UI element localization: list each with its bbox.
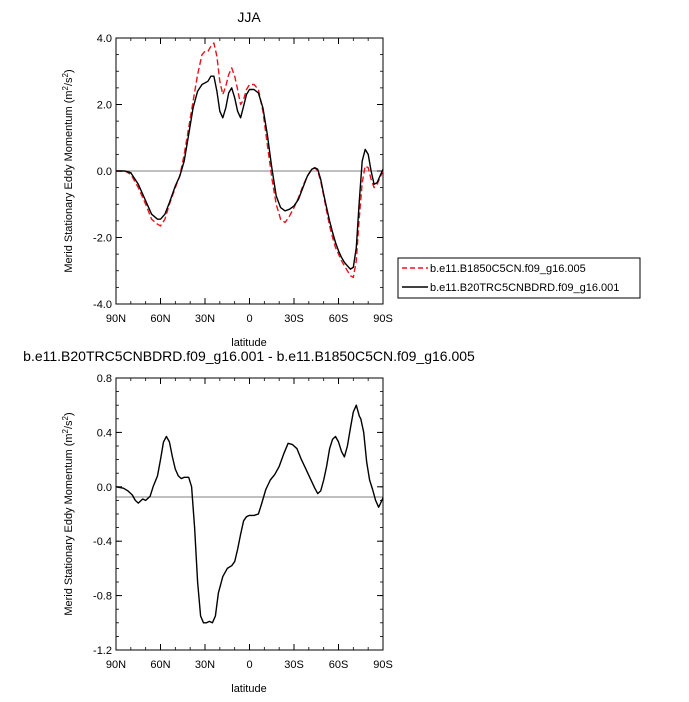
difference-y-tick-label: -0.8 (93, 591, 112, 603)
difference-chart-title: b.e11.B20TRC5CNBDRD.f09_g16.001 - b.e11.… (23, 348, 475, 364)
x-tick-label: 30N (195, 313, 215, 325)
x-tick-label: 0 (246, 313, 252, 325)
x-axis-label: latitude (231, 337, 266, 349)
chart-title: JJA (237, 9, 261, 25)
legend: b.e11.B1850C5CN.f09_g16.005 b.e11.B20TRC… (397, 257, 641, 299)
difference-plot-frame (115, 377, 384, 651)
difference-y-tick-label: 0.8 (97, 373, 112, 385)
legend-label-b1850: b.e11.B1850C5CN.f09_g16.005 (430, 263, 586, 275)
difference-x-tick-label: 90S (373, 659, 393, 671)
x-tick-label: 90N (106, 313, 126, 325)
difference-x-axis-label: latitude (231, 683, 266, 695)
difference-x-tick-label: 60S (329, 659, 349, 671)
y-axis-label: Merid Stationary Eddy Momentum (m2/s2) (61, 69, 75, 272)
y-tick-label: -4.0 (93, 299, 112, 311)
difference-x-tick-label: 0 (246, 659, 252, 671)
top-panel: JJA -4.0-2.00.02.04.0 90N 60N 30N 0 30S 60S 90… (61, 9, 641, 349)
difference-x-tick-label: 60N (150, 659, 170, 671)
x-tick-label: 90S (373, 313, 393, 325)
x-tick-label: 30S (284, 313, 304, 325)
x-tick-label: 60S (329, 313, 349, 325)
series-line-0 (116, 42, 384, 279)
y-tick-label: 2.0 (97, 100, 112, 112)
difference-plot-lines (115, 404, 384, 624)
y-axis-ticks: -4.0 -2.0 0.0 2.0 4.0 (93, 33, 383, 311)
bottom-panel: b.e11.B20TRC5CNBDRD.f09_g16.001 - b.e11.… (23, 348, 475, 695)
series-line-1 (116, 75, 384, 270)
difference-y-tick-label: 0.0 (97, 482, 112, 494)
difference-series-line-0 (115, 404, 384, 624)
legend-box (397, 257, 641, 299)
y-tick-label: 4.0 (97, 33, 112, 45)
difference-y-axis-ticks: -1.2 -0.8 -0.4 0.0 0.4 0.8 (93, 373, 383, 657)
y-tick-label: 0.0 (97, 166, 112, 178)
legend-label-b20trc: b.e11.B20TRC5CNBDRD.f09_g16.001 (430, 282, 619, 294)
difference-x-axis-ticks: 90N 60N 30N 0 30S 60S 90S (106, 378, 393, 671)
x-tick-label: 60N (150, 313, 170, 325)
difference-y-axis-label: Merid Stationary Eddy Momentum (m2/s2) (61, 412, 75, 615)
x-axis-ticks: 90N 60N 30N 0 30S 60S 90S (106, 38, 393, 325)
difference-x-tick-label: 30S (284, 659, 304, 671)
difference-x-tick-label: 30N (195, 659, 215, 671)
y-tick-label: -2.0 (93, 233, 112, 245)
difference-y-tick-label: 0.4 (97, 427, 112, 439)
difference-y-tick-label: -1.2 (93, 645, 112, 657)
difference-x-tick-label: 90N (106, 659, 126, 671)
difference-y-tick-label: -0.4 (93, 536, 112, 548)
plot-lines (116, 42, 384, 279)
